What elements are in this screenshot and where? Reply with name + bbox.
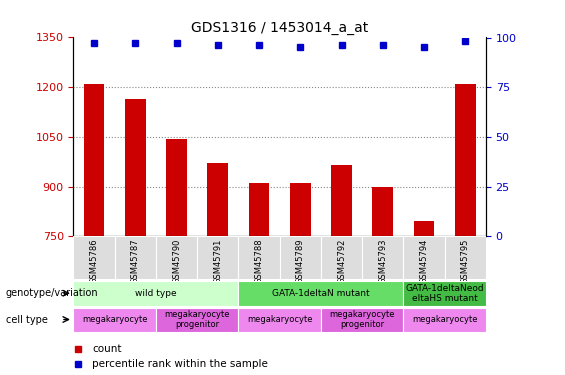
Text: GATA-1deltaN mutant: GATA-1deltaN mutant [272,289,370,298]
Title: GDS1316 / 1453014_a_at: GDS1316 / 1453014_a_at [191,21,368,35]
Bar [290,183,311,236]
FancyBboxPatch shape [115,236,156,279]
FancyBboxPatch shape [362,236,403,279]
FancyBboxPatch shape [445,236,486,279]
Text: count: count [92,344,121,354]
FancyBboxPatch shape [238,236,280,279]
FancyBboxPatch shape [73,236,115,279]
Text: wild type: wild type [135,289,177,298]
FancyBboxPatch shape [403,308,486,332]
Text: megakaryocyte
progenitor: megakaryocyte progenitor [329,310,395,329]
Text: GSM45791: GSM45791 [214,238,222,284]
FancyBboxPatch shape [197,236,238,279]
Text: megakaryocyte: megakaryocyte [412,315,477,324]
FancyBboxPatch shape [238,308,321,332]
Bar [84,84,105,236]
FancyBboxPatch shape [403,236,445,279]
Text: genotype/variation: genotype/variation [6,288,98,298]
Text: GSM45789: GSM45789 [296,238,305,284]
Text: GSM45794: GSM45794 [420,238,428,284]
Bar [207,164,228,236]
Text: megakaryocyte: megakaryocyte [247,315,312,324]
FancyBboxPatch shape [403,281,486,306]
Bar [166,138,187,236]
FancyBboxPatch shape [321,236,362,279]
FancyBboxPatch shape [321,308,403,332]
FancyBboxPatch shape [156,308,238,332]
FancyBboxPatch shape [238,281,403,306]
Text: GSM45786: GSM45786 [90,238,98,284]
Bar [249,183,270,236]
Text: percentile rank within the sample: percentile rank within the sample [92,359,268,369]
FancyBboxPatch shape [73,281,238,306]
FancyBboxPatch shape [73,308,156,332]
Text: GSM45795: GSM45795 [461,238,470,284]
Text: GSM45787: GSM45787 [131,238,140,284]
Text: cell type: cell type [6,315,47,325]
Text: GSM45788: GSM45788 [255,238,263,284]
Text: GSM45790: GSM45790 [172,238,181,284]
Bar [455,84,476,236]
Text: GSM45793: GSM45793 [379,238,387,284]
Bar [414,221,434,236]
Bar [372,186,393,236]
Text: GATA-1deltaNeod
eltaHS mutant: GATA-1deltaNeod eltaHS mutant [405,284,484,303]
Text: GSM45792: GSM45792 [337,238,346,284]
Bar [331,165,352,236]
Text: megakaryocyte: megakaryocyte [82,315,147,324]
FancyBboxPatch shape [280,236,321,279]
Text: megakaryocyte
progenitor: megakaryocyte progenitor [164,310,230,329]
Bar [125,99,146,236]
FancyBboxPatch shape [156,236,197,279]
